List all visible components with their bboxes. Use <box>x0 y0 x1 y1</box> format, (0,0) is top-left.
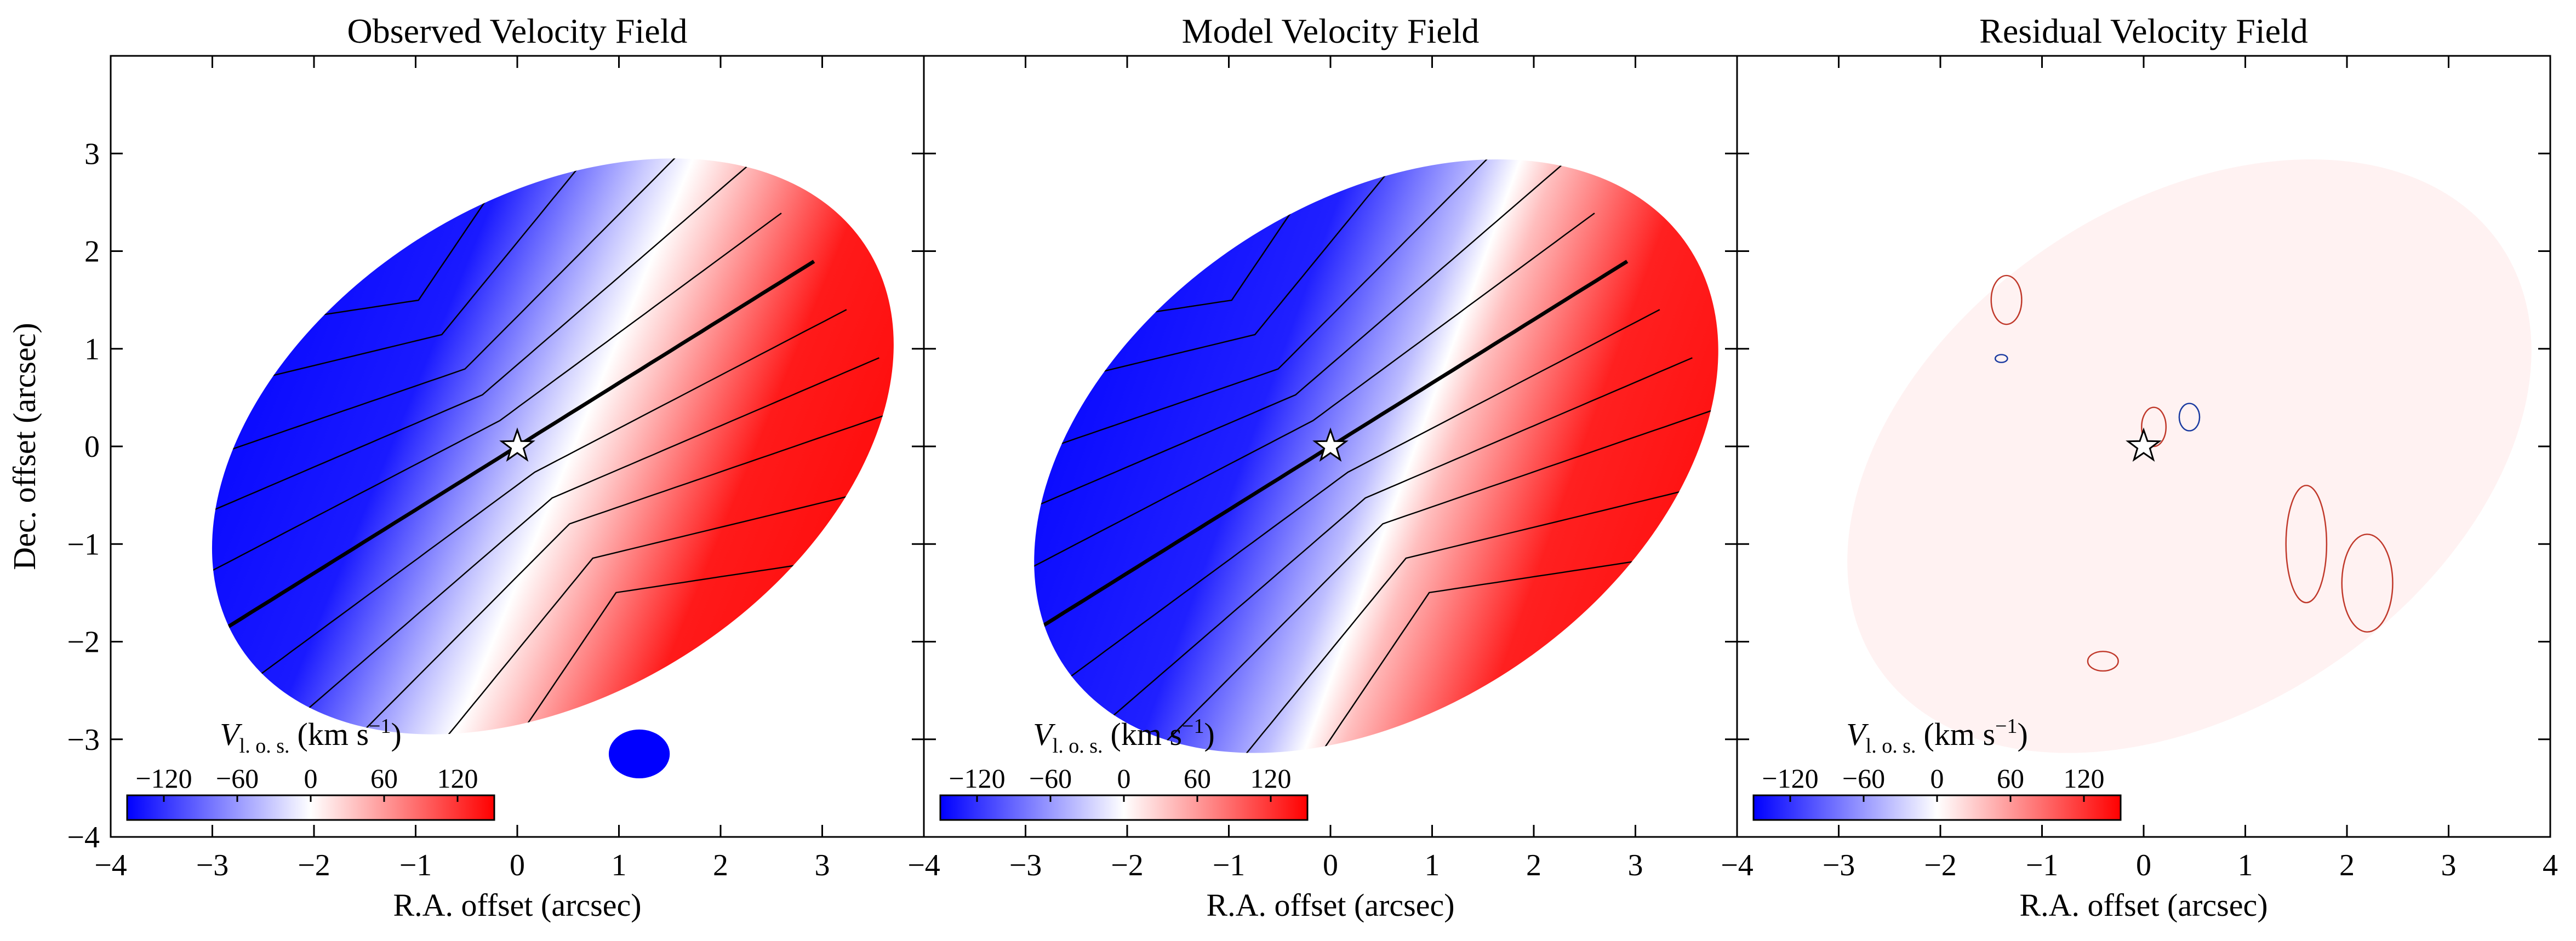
residual-contour <box>2341 533 2394 633</box>
residual-velocity-map <box>1847 159 2532 753</box>
y-tick-label: −3 <box>67 723 100 757</box>
panel-model: Model Velocity Field −4 −3 −2 −1 0 1 2 3 R.A. off… <box>907 12 1812 923</box>
x-axis-label: R.A. offset (arcsec) <box>393 887 641 923</box>
x-tick-label: −1 <box>399 848 432 882</box>
x-tick-label: −2 <box>1111 848 1144 882</box>
iso-velocity-contour <box>1056 309 1660 687</box>
colorbar-tick-label: 0 <box>304 763 318 794</box>
x-tick-label: 3 <box>1628 848 1643 882</box>
x-tick-label: −4 <box>907 848 940 882</box>
x-tick-label: 2 <box>713 848 728 882</box>
colorbar-tick-label: 120 <box>437 763 478 794</box>
model-velocity-map <box>1034 159 1718 753</box>
colorbar: −120 −60 0 60 120 Vl. o. s. (km s−1) <box>1752 715 2122 821</box>
x-tick-label: 1 <box>1425 848 1440 882</box>
iso-velocity-contour <box>309 405 912 785</box>
x-tick-label: 2 <box>1526 848 1541 882</box>
x-tick-label: 1 <box>612 848 627 882</box>
map-gap <box>461 132 533 152</box>
colorbar-tick-label: 60 <box>370 763 398 794</box>
iso-velocity-contour <box>144 164 750 541</box>
colorbar-tick-label: −60 <box>1842 763 1885 794</box>
map-lobe <box>608 729 670 779</box>
panel-observed: Observed Velocity Field−4 −3 −2 −1 0 1 2 3−4−3−… <box>67 12 999 923</box>
iso-velocity-contour <box>990 213 1595 590</box>
panel-residual: Residual Velocity Field −4 −3 −2 −1 0 1 2 3 4 R.A.… <box>1721 12 2558 923</box>
colorbar-tick-label: −120 <box>1762 763 1818 794</box>
colorbar: −120 −60 0 60 120 Vl. o. s. (km s−1) <box>126 715 495 821</box>
colorbar-tick-label: 0 <box>1117 763 1131 794</box>
y-tick-label: −2 <box>67 626 100 659</box>
colorbar-tick-label: −60 <box>1029 763 1072 794</box>
colorbar-tick-label: 0 <box>1930 763 1944 794</box>
iso-velocity-contour <box>1122 405 1726 785</box>
iso-velocity-contour <box>957 164 1563 541</box>
colorbar-label: Vl. o. s. (km s−1) <box>1846 715 2028 758</box>
iso-velocity-contour <box>243 309 847 687</box>
residual-contour <box>1990 274 2023 325</box>
panels: Observed Velocity Field−4 −3 −2 −1 0 1 2 3−4−3−… <box>67 12 2558 923</box>
iso-velocity-contour <box>1089 357 1693 737</box>
colorbar-tick-label: 120 <box>2064 763 2105 794</box>
observed-velocity-map <box>212 158 894 735</box>
residual-contour <box>2285 485 2328 604</box>
panel-title: Residual Velocity Field <box>1979 12 2308 50</box>
y-tick-label: 0 <box>84 430 100 464</box>
x-tick-label: −1 <box>1213 848 1246 882</box>
x-axis-label: R.A. offset (arcsec) <box>2019 887 2267 923</box>
center-star-marker <box>499 427 535 462</box>
x-tick-label: −4 <box>94 848 127 882</box>
panel-title: Model Velocity Field <box>1182 12 1480 50</box>
panel-title: Observed Velocity Field <box>347 12 688 50</box>
residual-contour <box>2087 651 2119 672</box>
iso-velocity-contour <box>276 357 879 737</box>
x-tick-label: −3 <box>1823 848 1855 882</box>
colorbar-tick-label: 60 <box>1997 763 2024 794</box>
residual-contour <box>1994 354 2008 363</box>
x-tick-label: 3 <box>2441 848 2457 882</box>
x-tick-label: 0 <box>2136 848 2151 882</box>
x-tick-label: −4 <box>1721 848 1753 882</box>
y-tick-label: 1 <box>84 332 100 366</box>
y-axis-label: Dec. offset (arcsec) <box>7 323 42 570</box>
x-tick-label: −1 <box>2026 848 2059 882</box>
y-tick-label: −4 <box>67 820 100 854</box>
colorbar-tick-label: −60 <box>216 763 259 794</box>
x-tick-label: −3 <box>1009 848 1042 882</box>
colorbar-label: Vl. o. s. (km s−1) <box>220 715 402 758</box>
x-axis-label: R.A. offset (arcsec) <box>1206 887 1454 923</box>
y-tick-label: 3 <box>84 137 100 171</box>
x-tick-label: −2 <box>1924 848 1957 882</box>
colorbar-tick-label: −120 <box>135 763 192 794</box>
x-tick-label: −2 <box>298 848 330 882</box>
x-tick-label: 4 <box>2543 848 2558 882</box>
residual-contour <box>2178 403 2201 432</box>
velocity-map-residual <box>1847 159 2532 753</box>
x-tick-label: 0 <box>1323 848 1338 882</box>
x-tick-label: 1 <box>2238 848 2253 882</box>
x-tick-label: 3 <box>815 848 830 882</box>
center-star-marker <box>2126 427 2162 462</box>
iso-velocity-contour <box>176 213 782 590</box>
center-star-marker <box>1312 427 1349 462</box>
y-tick-label: 2 <box>84 235 100 269</box>
colorbar: −120 −60 0 60 120 Vl. o. s. (km s−1) <box>939 715 1309 821</box>
colorbar-tick-label: −120 <box>949 763 1005 794</box>
x-tick-label: 2 <box>2339 848 2355 882</box>
x-tick-label: 0 <box>510 848 525 882</box>
colorbar-label: Vl. o. s. (km s−1) <box>1033 715 1215 758</box>
x-tick-label: −3 <box>196 848 229 882</box>
colorbar-tick-label: 60 <box>1184 763 1211 794</box>
y-tick-label: −1 <box>67 527 100 561</box>
colorbar-tick-label: 120 <box>1250 763 1292 794</box>
